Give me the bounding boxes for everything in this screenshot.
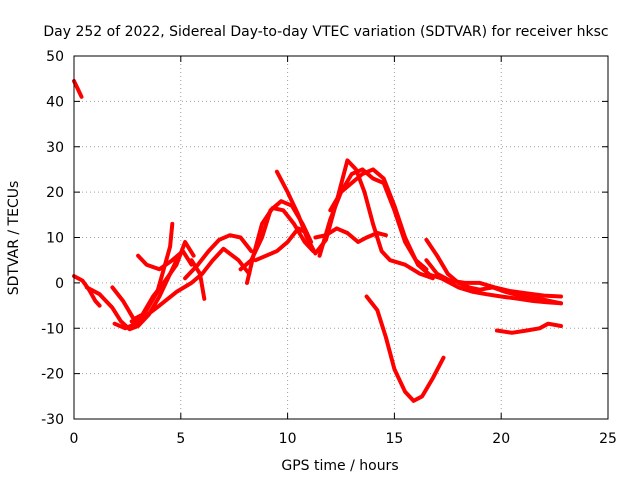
- y-axis-label: SDTVAR / TECUs: [6, 181, 22, 296]
- y-tick-label: 40: [46, 94, 64, 110]
- series-arc-20: [424, 271, 563, 306]
- series-arc-6: [136, 249, 194, 272]
- series-arc-17: [364, 294, 446, 403]
- x-tick-label: 5: [176, 431, 185, 447]
- series-layer: [72, 79, 563, 403]
- axis-ticks: 0 5 10 15 20 25 -30 -20 -10 0 10 20 30 40 50: [41, 49, 617, 447]
- x-axis-label: GPS time / hours: [281, 458, 398, 474]
- x-tick-label: 10: [279, 431, 297, 447]
- series-arc-7: [129, 246, 252, 324]
- y-tick-label: 20: [46, 185, 64, 201]
- y-tick-label: -20: [41, 367, 64, 383]
- y-tick-label: -10: [41, 321, 64, 337]
- x-tick-label: 25: [599, 431, 617, 447]
- series-arc-21: [494, 321, 563, 335]
- series-arc-3: [84, 253, 181, 332]
- series-arc-16: [328, 167, 431, 276]
- x-tick-label: 15: [385, 431, 403, 447]
- chart-title: Day 252 of 2022, Sidereal Day-to-day VTE…: [43, 24, 608, 40]
- series-arc-1: [72, 79, 84, 99]
- series-arc-11: [245, 206, 316, 285]
- y-tick-label: 50: [46, 49, 64, 65]
- x-tick-label: 0: [70, 431, 79, 447]
- y-tick-label: 0: [55, 276, 64, 292]
- series-arc-8: [183, 233, 254, 281]
- series-arc-19: [424, 237, 563, 306]
- y-tick-label: 30: [46, 140, 64, 156]
- y-tick-label: -30: [41, 412, 64, 428]
- series-arc-9: [189, 258, 207, 301]
- series-arc-12: [253, 226, 309, 263]
- x-tick-label: 20: [492, 431, 510, 447]
- series-arc-13: [274, 158, 435, 281]
- y-tick-label: 10: [46, 231, 64, 247]
- gridlines: [74, 56, 608, 419]
